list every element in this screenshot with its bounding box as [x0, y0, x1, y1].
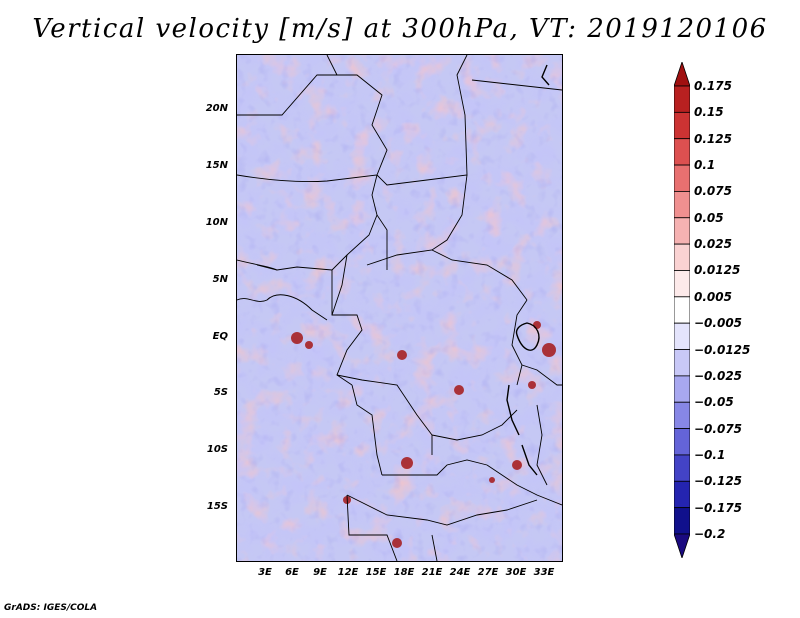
- grads-credit: GrADS: IGES/COLA: [4, 603, 98, 613]
- colorbar-level-label: 0.1: [694, 158, 716, 173]
- colorbar-level-label: −0.0125: [694, 342, 751, 357]
- lon-label-33e: 33E: [533, 567, 555, 578]
- lat-label-5n: 5N: [212, 274, 228, 285]
- colorbar-segment: [674, 322, 690, 350]
- lon-label-12e: 12E: [337, 567, 359, 578]
- lat-label-15s: 15S: [206, 501, 228, 512]
- lon-label-3e: 3E: [258, 567, 272, 578]
- colorbar-level-label: 0.005: [694, 289, 732, 304]
- lon-label-9e: 9E: [313, 567, 327, 578]
- colorbar-segment: [674, 243, 690, 271]
- colorbar-segment: [674, 85, 690, 113]
- colorbar-level-label: 0.175: [694, 79, 732, 93]
- colorbar-segment: [674, 375, 690, 403]
- colorbar-level-label: 0.0125: [694, 263, 741, 278]
- colorbar-segment: [674, 164, 690, 192]
- colorbar-segment: [674, 111, 690, 140]
- colorbar-segment: [674, 217, 690, 245]
- colorbar: [674, 62, 690, 558]
- colorbar-segment: [674, 454, 690, 482]
- colorbar-segment: [674, 507, 690, 535]
- colorbar-level-label: 0.15: [694, 105, 724, 120]
- lon-label-30e: 30E: [505, 567, 527, 578]
- colorbar-level-label: −0.2: [694, 527, 726, 541]
- colorbar-segment: [674, 480, 690, 509]
- lon-label-21e: 21E: [421, 567, 443, 578]
- chart-title: Vertical velocity [m/s] at 300hPa, VT: 2…: [32, 14, 768, 44]
- lat-label-5s: 5S: [213, 387, 228, 398]
- colorbar-level-label: 0.125: [694, 131, 732, 146]
- colorbar-level-label: −0.005: [694, 316, 743, 331]
- lon-label-6e: 6E: [285, 567, 299, 578]
- colorbar-level-label: 0.025: [694, 237, 732, 252]
- colorbar-segment: [674, 138, 690, 166]
- colorbar-level-label: −0.1: [694, 447, 726, 462]
- lon-label-24e: 24E: [449, 567, 471, 578]
- colorbar-segment: [674, 349, 690, 377]
- colorbar-level-label: 0.075: [694, 184, 732, 199]
- lat-label-eq: EQ: [212, 331, 228, 342]
- convective-cells: [291, 321, 556, 548]
- colorbar-segment: [674, 401, 690, 429]
- colorbar-level-label: −0.075: [694, 421, 743, 436]
- colorbar-bottom-triangle: [674, 533, 690, 558]
- colorbar-level-label: 0.05: [694, 210, 724, 225]
- lon-label-18e: 18E: [393, 567, 415, 578]
- lat-label-20n: 20N: [205, 103, 228, 114]
- colorbar-segment: [674, 191, 690, 219]
- colorbar-level-label: −0.175: [694, 500, 743, 515]
- lat-label-10s: 10S: [206, 444, 228, 455]
- lon-label-27e: 27E: [477, 567, 499, 578]
- lat-label-15n: 15N: [205, 160, 228, 171]
- colorbar-segment: [674, 270, 690, 298]
- colorbar-segment: [674, 296, 690, 324]
- colorbar-segment: [674, 428, 690, 456]
- lakes: [506, 64, 550, 476]
- colorbar-level-label: −0.05: [694, 395, 734, 410]
- field-texture-fine: [237, 55, 562, 561]
- colorbar-level-label: −0.125: [694, 474, 743, 489]
- country-boundaries: [237, 55, 562, 561]
- colorbar-top-triangle: [674, 62, 690, 87]
- lat-label-10n: 10N: [205, 217, 228, 228]
- velocity-map: [236, 54, 563, 562]
- colorbar-level-label: −0.025: [694, 368, 743, 383]
- lon-label-15e: 15E: [365, 567, 387, 578]
